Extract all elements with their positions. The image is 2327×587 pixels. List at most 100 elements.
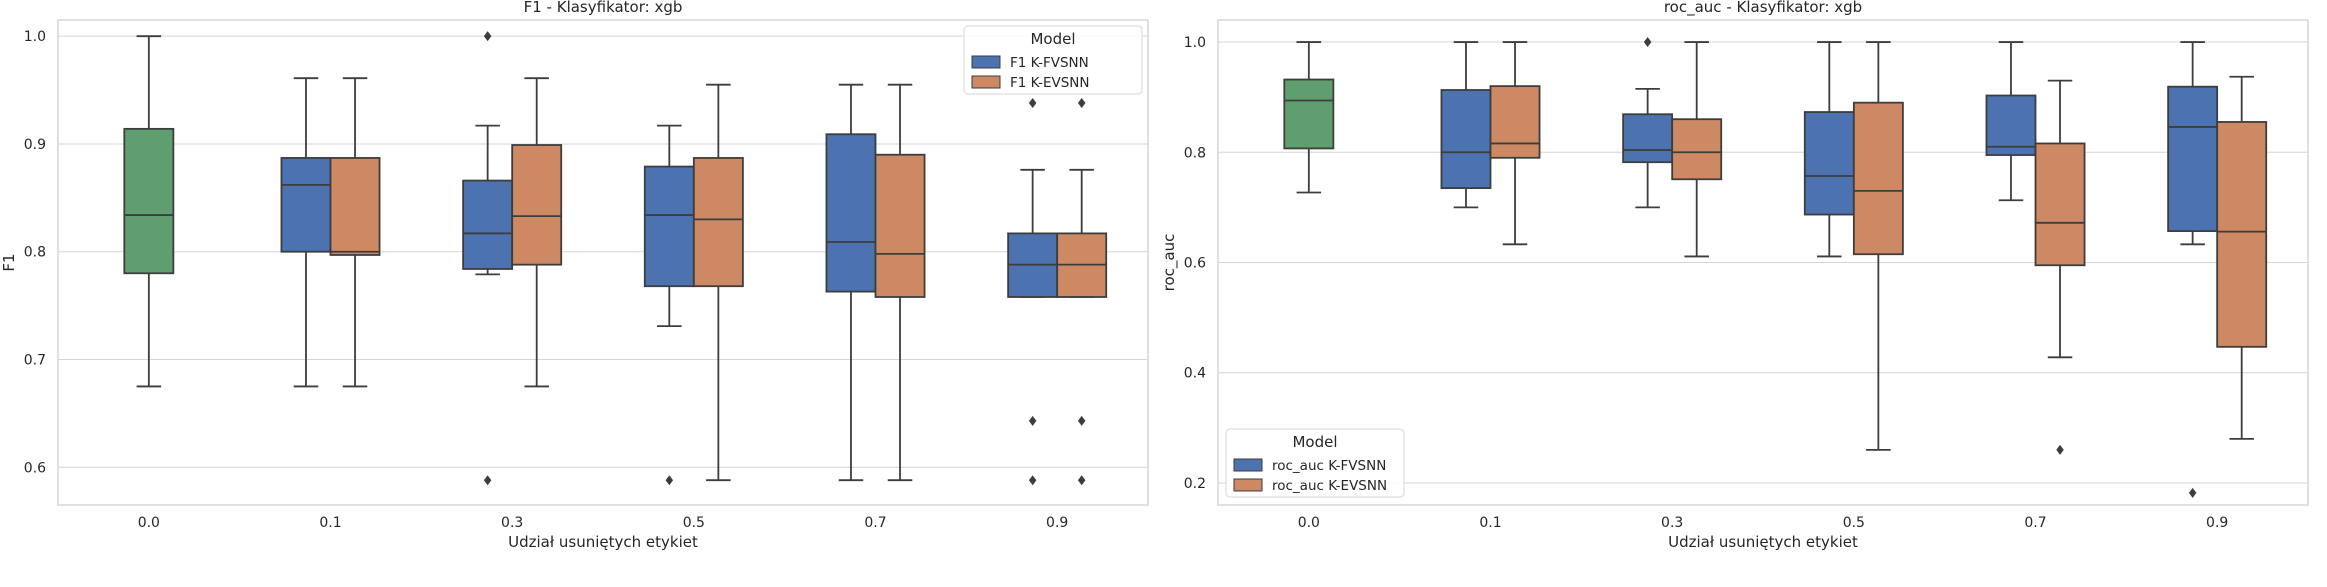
plot-frame (1217, 19, 2309, 506)
x-tick-label: 0.0 (138, 515, 160, 531)
iqr-box (1622, 113, 1674, 164)
outlier-marker (1077, 415, 1086, 426)
legend-swatch (971, 75, 1001, 89)
y-tick-label: 0.2 (1184, 476, 1206, 492)
y-tick-label: 1.0 (1184, 35, 1206, 51)
iqr-box (280, 157, 332, 253)
legend-frame (1225, 428, 1405, 498)
iqr-box (1489, 85, 1541, 159)
y-tick-label: 1.0 (24, 29, 46, 45)
y-tick-label: 0.8 (24, 245, 46, 261)
chart-title: roc_auc - Klasyfikator: xgb (1664, 0, 1862, 17)
box-0.7-fvsnn (1985, 41, 2037, 202)
legend-entry-label: F1 K-FVSNN (1010, 55, 1089, 71)
box-0.9-evsnn (1056, 97, 1108, 486)
legend-swatch (971, 55, 1001, 69)
iqr-box (511, 144, 563, 266)
legend-frame (963, 25, 1143, 95)
chart-title: F1 - Klasyfikator: xgb (524, 0, 683, 16)
box-0.1-evsnn (1489, 41, 1541, 246)
box-0.3-fvsnn (1622, 37, 1674, 209)
legend-swatch (1233, 478, 1263, 492)
x-axis-label: Udział usuniętych etykiet (1668, 533, 1858, 551)
outlier-marker (1028, 415, 1037, 426)
legend-title: Model (1292, 433, 1337, 451)
box-0.9-fvsnn (2167, 41, 2219, 498)
legend-entry-label: roc_auc K-EVSNN (1272, 478, 1387, 494)
box-0.1-fvsnn (280, 77, 332, 388)
y-tick-label: 0.4 (1184, 366, 1206, 382)
y-tick-label: 0.6 (1184, 256, 1206, 272)
box-0.7-evsnn (874, 83, 926, 482)
y-tick-label: 0.8 (1184, 145, 1206, 161)
legend: Model roc_auc K-FVSNN roc_auc K-EVSNN (1225, 428, 1405, 498)
x-tick-label: 0.1 (1479, 515, 1501, 531)
iqr-box (1985, 94, 2037, 156)
iqr-box (123, 127, 175, 275)
iqr-box (1440, 89, 1492, 189)
x-tick-label: 0.0 (1298, 515, 1320, 531)
box-0.1-evsnn (329, 77, 381, 388)
x-tick-label: 0.5 (683, 515, 705, 531)
outlier-marker (1028, 97, 1037, 108)
box-0.9-evsnn (2216, 75, 2268, 440)
box-0.1-fvsnn (1440, 41, 1492, 209)
outlier-marker (1028, 475, 1037, 486)
legend: Model F1 K-FVSNN F1 K-EVSNN (963, 25, 1143, 95)
x-tick-label: 0.9 (2206, 515, 2228, 531)
x-axis-label: Udział usuniętych etykiet (508, 533, 698, 551)
x-tick-label: 0.9 (1046, 515, 1068, 531)
iqr-box (462, 179, 514, 270)
iqr-box (874, 153, 926, 298)
box-0.9-fvsnn (1007, 97, 1059, 486)
y-axis-label: F1 (0, 253, 18, 271)
iqr-box (1671, 118, 1723, 181)
box-0.7-evsnn (2034, 79, 2086, 455)
outlier-marker (1077, 475, 1086, 486)
plot-frame (57, 19, 1149, 506)
roc-auc-panel: roc_auc - Klasyfikator: xgb 0.2 0.4 0.6 0.8 1… (1160, 0, 2309, 551)
outlier-marker (2056, 444, 2064, 455)
y-tick-label: 0.9 (24, 137, 46, 153)
box-0.5-evsnn (692, 83, 744, 482)
box-0.3-evsnn (511, 77, 563, 388)
legend-entry-label: roc_auc K-FVSNN (1272, 458, 1386, 474)
iqr-box (825, 133, 877, 293)
x-tick-label: 0.7 (864, 515, 886, 531)
box-0.0-baseline (123, 35, 175, 388)
box-0.7-fvsnn (825, 83, 877, 482)
outlier-marker (1077, 97, 1086, 108)
x-tick-label: 0.5 (1843, 515, 1865, 531)
box-0.3-fvsnn (462, 31, 514, 486)
box-0.5-evsnn (1852, 41, 1904, 451)
iqr-box (1283, 78, 1335, 150)
iqr-box (643, 165, 695, 288)
box-0.3-evsnn (1671, 41, 1723, 258)
legend-entry-label: F1 K-EVSNN (1010, 75, 1089, 91)
x-tick-label: 0.3 (501, 515, 523, 531)
outlier-marker (1643, 37, 1652, 48)
box-0.5-fvsnn (1803, 41, 1855, 258)
x-tick-label: 0.3 (1661, 515, 1683, 531)
box-0.5-fvsnn (643, 124, 695, 486)
outlier-marker (483, 31, 492, 42)
x-tick-label: 0.7 (2024, 515, 2046, 531)
iqr-box (329, 157, 381, 256)
y-tick-label: 0.6 (24, 460, 46, 476)
x-tick-label: 0.1 (319, 515, 341, 531)
iqr-box (1852, 101, 1904, 256)
y-tick-label: 0.7 (24, 353, 46, 369)
f1-panel: F1 - Klasyfikator: xgb 0.6 0.7 0.8 0.9 1.0 0.0… (0, 0, 1149, 551)
legend-swatch (1233, 458, 1263, 472)
box-0.0-baseline (1283, 41, 1335, 194)
y-axis-label: roc_auc (1160, 234, 1179, 292)
outlier-marker (483, 475, 492, 486)
iqr-box (2167, 85, 2219, 232)
iqr-box (692, 157, 744, 288)
outlier-marker (665, 475, 674, 486)
legend-title: Model (1030, 30, 1075, 48)
outlier-marker (2188, 487, 2197, 498)
iqr-box (2034, 142, 2086, 267)
iqr-box (1803, 111, 1855, 216)
